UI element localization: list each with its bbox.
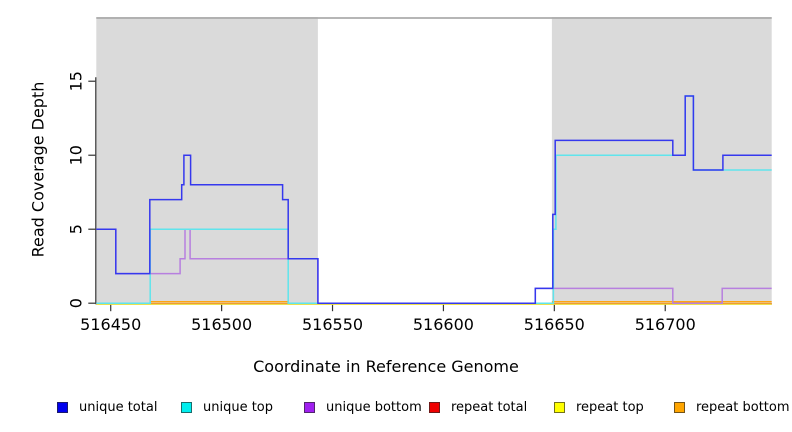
y-tick-label: 0: [66, 298, 85, 308]
series-line-unique-bottom: [96, 228, 772, 304]
y-tick-label: 5: [66, 224, 85, 234]
x-tick-label: 516500: [191, 315, 252, 334]
x-tick-label: 516700: [635, 315, 696, 334]
series-line-unique-total: [96, 95, 772, 304]
x-tick-label: 516550: [302, 315, 363, 334]
y-tick-label: 15: [66, 71, 85, 91]
x-tick-label: 516600: [413, 315, 474, 334]
shaded-region: [96, 17, 318, 304]
y-axis-title: Read Coverage Depth: [28, 81, 48, 258]
x-tick-label: 516450: [80, 315, 141, 334]
y-tick-label: 10: [66, 145, 85, 165]
x-tick-label: 516650: [524, 315, 585, 334]
shaded-region: [551, 17, 772, 304]
x-axis-title: Coordinate in Reference Genome: [253, 357, 519, 376]
